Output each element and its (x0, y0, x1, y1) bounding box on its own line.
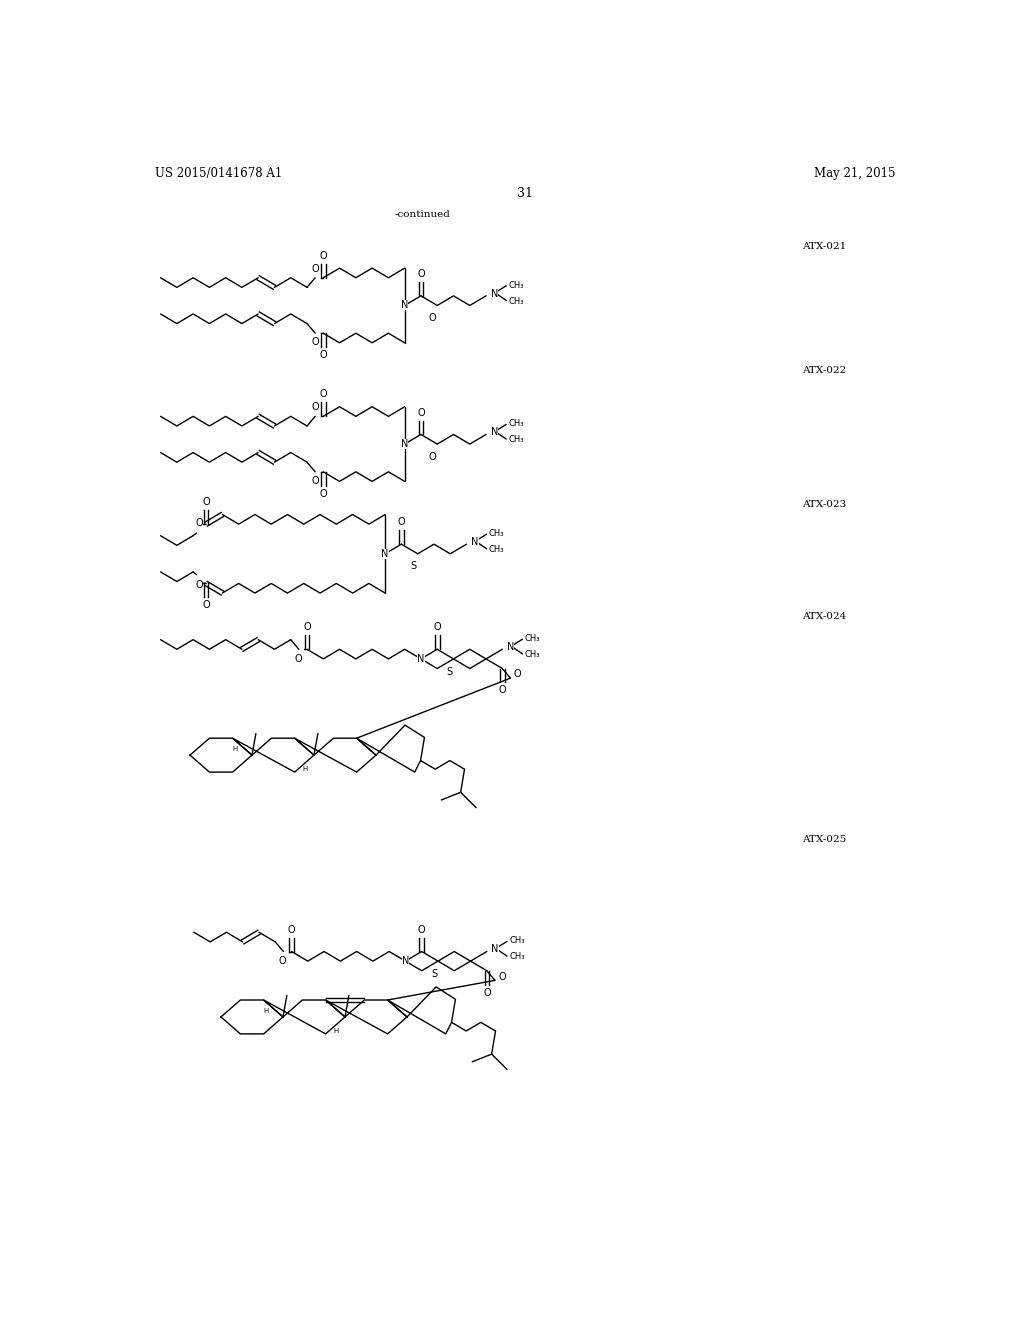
Text: O: O (429, 451, 436, 462)
Text: US 2015/0141678 A1: US 2015/0141678 A1 (155, 168, 283, 181)
Text: S: S (446, 667, 453, 677)
Text: O: O (203, 498, 210, 507)
Text: ATX-021: ATX-021 (802, 243, 847, 251)
Text: O: O (417, 269, 425, 279)
Text: 31: 31 (517, 186, 532, 199)
Text: O: O (203, 601, 210, 610)
Text: O: O (311, 338, 318, 347)
Text: CH₃: CH₃ (524, 651, 541, 659)
Text: O: O (429, 313, 436, 323)
Text: O: O (196, 517, 204, 528)
Text: O: O (303, 622, 311, 632)
Text: O: O (311, 477, 318, 486)
Text: N: N (507, 642, 514, 652)
Text: N: N (492, 944, 499, 954)
Text: N: N (471, 537, 478, 546)
Text: O: O (499, 685, 506, 696)
Text: CH₃: CH₃ (509, 436, 524, 445)
Text: O: O (319, 251, 327, 261)
Text: S: S (431, 969, 437, 979)
Text: O: O (319, 488, 327, 499)
Text: CH₃: CH₃ (509, 936, 524, 945)
Text: S: S (411, 561, 417, 572)
Text: CH₃: CH₃ (509, 297, 524, 306)
Text: N: N (417, 653, 425, 664)
Text: ATX-024: ATX-024 (802, 612, 847, 620)
Text: O: O (433, 622, 441, 632)
Text: CH₃: CH₃ (509, 953, 524, 961)
Text: O: O (319, 350, 327, 360)
Text: O: O (483, 987, 490, 998)
Text: ATX-023: ATX-023 (802, 500, 847, 510)
Text: O: O (498, 972, 506, 982)
Text: CH₃: CH₃ (509, 420, 524, 428)
Text: N: N (490, 289, 498, 298)
Text: CH₃: CH₃ (509, 281, 524, 289)
Text: ATX-022: ATX-022 (802, 366, 847, 375)
Text: O: O (311, 264, 318, 273)
Text: May 21, 2015: May 21, 2015 (814, 168, 895, 181)
Text: O: O (279, 956, 287, 966)
Text: CH₃: CH₃ (489, 545, 505, 554)
Text: N: N (401, 301, 409, 310)
Text: N: N (401, 956, 410, 966)
Text: ATX-025: ATX-025 (802, 836, 847, 845)
Text: CH₃: CH₃ (524, 634, 541, 643)
Text: O: O (514, 669, 521, 680)
Text: H: H (302, 766, 307, 772)
Text: O: O (196, 579, 204, 590)
Text: O: O (288, 924, 295, 935)
Text: O: O (418, 924, 426, 935)
Text: -continued: -continued (394, 210, 451, 219)
Text: H: H (232, 746, 238, 752)
Text: O: O (294, 653, 302, 664)
Text: H: H (333, 1028, 338, 1034)
Text: N: N (401, 440, 409, 449)
Text: N: N (490, 428, 498, 437)
Text: N: N (382, 549, 389, 558)
Text: O: O (417, 408, 425, 417)
Text: H: H (263, 1007, 268, 1014)
Text: O: O (397, 517, 406, 527)
Text: CH₃: CH₃ (489, 529, 505, 537)
Text: O: O (319, 389, 327, 400)
Text: O: O (311, 403, 318, 412)
